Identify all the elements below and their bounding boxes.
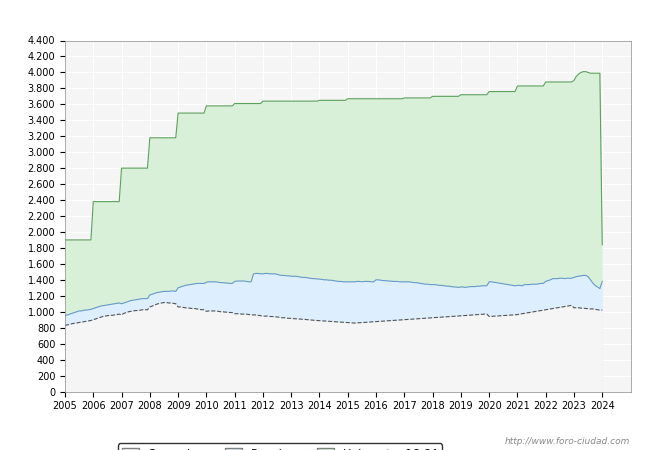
- Legend: Ocupados, Parados, Hab. entre 16-64: Ocupados, Parados, Hab. entre 16-64: [118, 444, 442, 450]
- Text: http://www.foro-ciudad.com: http://www.foro-ciudad.com: [505, 436, 630, 446]
- Text: Ugena - Evolucion de la poblacion en edad de Trabajar Septiembre de 2024: Ugena - Evolucion de la poblacion en eda…: [88, 12, 562, 24]
